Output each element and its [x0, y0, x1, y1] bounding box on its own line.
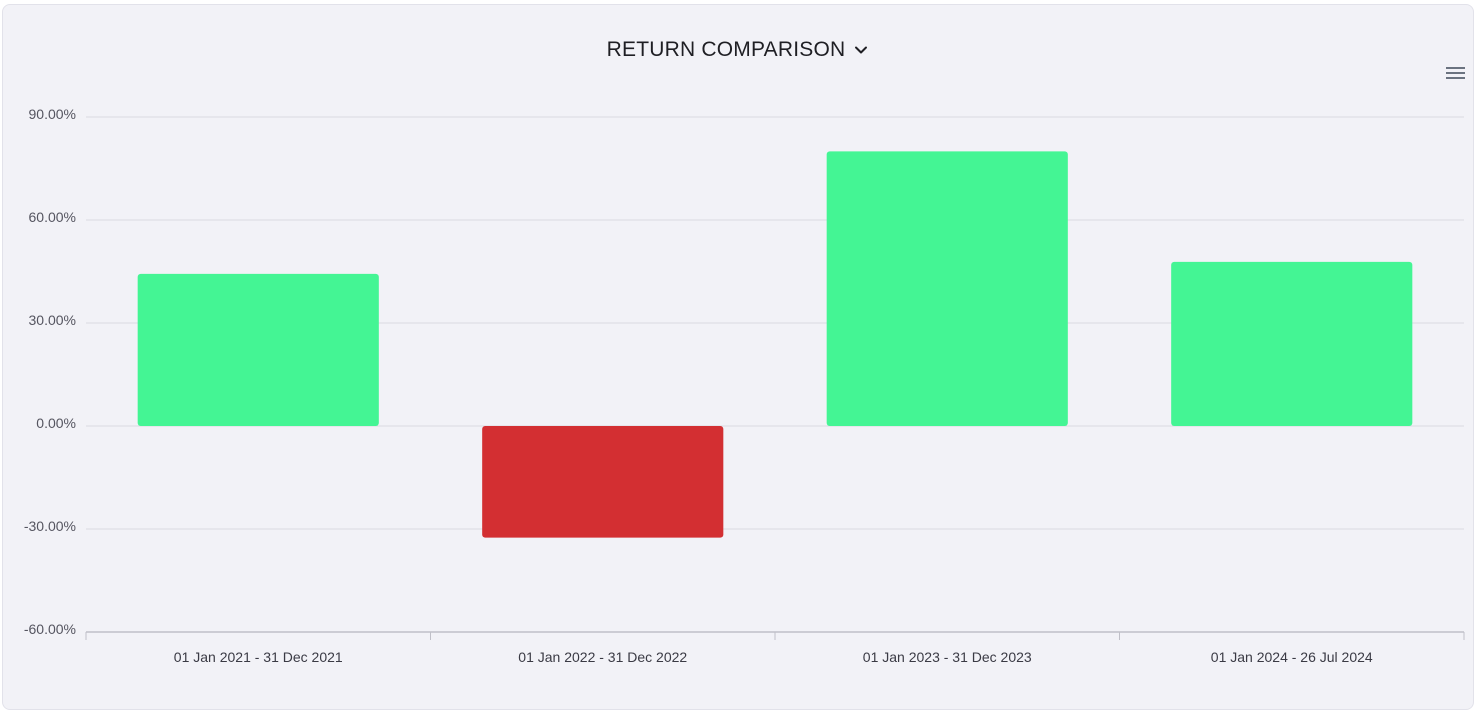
x-category-label: 01 Jan 2021 - 31 Dec 2021 [174, 649, 343, 665]
chart-title: RETURN COMPARISON [606, 38, 846, 61]
y-tick-label: 30.00% [29, 312, 76, 328]
x-category-label: 01 Jan 2023 - 31 Dec 2023 [863, 649, 1032, 665]
y-tick-label: -60.00% [24, 621, 76, 637]
bar [482, 426, 724, 538]
hamburger-menu-icon [1446, 67, 1465, 79]
bar [826, 151, 1068, 427]
x-category-label: 01 Jan 2024 - 26 Jul 2024 [1211, 649, 1373, 665]
chart-title-dropdown[interactable]: RETURN COMPARISON [607, 38, 870, 62]
bar [1171, 261, 1413, 426]
chart-menu-button[interactable] [1443, 61, 1467, 85]
x-category-label: 01 Jan 2022 - 31 Dec 2022 [518, 649, 687, 665]
chevron-down-icon [853, 42, 869, 58]
y-tick-label: 90.00% [29, 106, 76, 122]
y-tick-label: 0.00% [36, 415, 76, 431]
chart-header: RETURN COMPARISON [3, 35, 1473, 65]
y-tick-label: -30.00% [24, 518, 76, 534]
y-tick-label: 60.00% [29, 209, 76, 225]
bar [137, 273, 379, 426]
